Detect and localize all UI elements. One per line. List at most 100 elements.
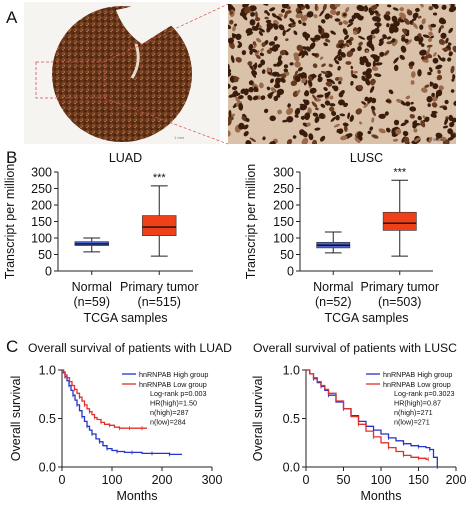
nucleus-mark [232, 25, 236, 32]
nucleus-mark [264, 16, 269, 20]
y-tick-label: 0 [45, 265, 52, 279]
y-tick-label: 250 [31, 182, 52, 196]
nucleus-mark [363, 103, 369, 109]
nucleus-mark [330, 30, 336, 35]
nucleus-mark [363, 56, 367, 60]
nucleus-mark [369, 86, 375, 93]
nucleus-mark [273, 63, 278, 67]
nucleus-mark [329, 106, 335, 112]
nucleus-mark [345, 7, 350, 13]
nucleus-mark [266, 22, 274, 30]
nucleus-mark [386, 36, 392, 40]
y-tick-label: 300 [273, 166, 294, 180]
nucleus-mark [400, 122, 407, 127]
nucleus-mark [338, 39, 345, 44]
nucleus-mark [300, 115, 306, 120]
nucleus-mark [431, 102, 438, 108]
survival-chart-lusc: Overall survival of patients with LUSC 0.… [251, 341, 466, 503]
nucleus-mark [432, 57, 439, 64]
nucleus-mark [383, 14, 391, 21]
nucleus-mark [364, 96, 369, 101]
nucleus-mark [249, 19, 256, 26]
nucleus-mark [371, 109, 376, 117]
nucleus-mark [437, 54, 443, 62]
nucleus-mark [421, 56, 425, 60]
nucleus-mark [436, 74, 443, 81]
nucleus-mark [367, 130, 372, 135]
nucleus-mark [256, 54, 261, 60]
nucleus-mark [295, 7, 300, 13]
y-axis-title: Transcript per million [244, 164, 258, 280]
nucleus-mark [396, 98, 402, 103]
nucleus-mark [346, 50, 354, 58]
stat-label: n(low)=284 [150, 418, 186, 427]
nucleus-mark [252, 41, 257, 46]
nucleus-mark [290, 80, 298, 87]
nucleus-mark [343, 34, 350, 40]
nucleus-mark [230, 55, 235, 64]
nucleus-mark [304, 4, 310, 10]
nucleus-mark [392, 138, 399, 142]
nucleus-mark [238, 103, 244, 111]
y-tick-label: 50 [38, 248, 52, 262]
nucleus-mark [275, 15, 283, 21]
nucleus-mark [351, 74, 358, 79]
nucleus-mark [246, 31, 254, 36]
nucleus-mark [366, 35, 372, 41]
nucleus-mark [325, 81, 333, 87]
nucleus-mark [450, 4, 455, 9]
nucleus-mark [427, 71, 432, 76]
y-tick-label: 1.0 [39, 364, 56, 378]
chart-title: Overall survival of patients with LUAD [28, 341, 232, 355]
nucleus-mark [286, 107, 294, 115]
nucleus-mark [424, 116, 430, 122]
y-axis-title: Overall survival [251, 376, 265, 461]
nucleus-mark [323, 42, 328, 47]
nucleus-mark [408, 61, 415, 68]
x-axis-title: Months [361, 489, 402, 503]
nucleus-mark [252, 64, 256, 68]
nucleus-mark [229, 19, 234, 25]
nucleus-mark [282, 119, 288, 123]
nucleus-mark [228, 68, 232, 74]
nucleus-mark [387, 4, 392, 8]
nucleus-mark [276, 93, 281, 98]
nucleus-mark [393, 119, 400, 126]
nucleus-mark [333, 123, 340, 128]
nucleus-mark [323, 32, 330, 39]
nucleus-mark [374, 62, 383, 66]
nucleus-mark [318, 112, 325, 119]
nucleus-mark [433, 52, 437, 57]
nucleus-mark [450, 89, 455, 93]
nucleus-mark [314, 4, 318, 11]
nucleus-mark [280, 77, 286, 83]
y-axis-title: Transcript per million [3, 164, 17, 280]
survival-curve-high [62, 369, 182, 456]
nucleus-mark [257, 63, 263, 68]
nucleus-mark [374, 73, 382, 77]
nucleus-mark [365, 49, 369, 53]
nucleus-mark [412, 120, 418, 125]
nucleus-mark [251, 48, 258, 53]
nucleus-mark [370, 105, 376, 111]
nucleus-mark [235, 33, 242, 40]
nucleus-mark [273, 23, 279, 30]
nucleus-mark [273, 95, 279, 102]
chart-title: Overall survival of patients with LUSC [253, 341, 457, 355]
nucleus-mark [406, 29, 410, 34]
stat-label: n(low)=271 [394, 418, 430, 427]
legend-label: hnRNPAB Low group [383, 380, 451, 389]
nucleus-mark [312, 94, 317, 101]
nucleus-mark [369, 126, 374, 131]
nucleus-mark [249, 49, 253, 55]
y-tick-label: 0.0 [283, 461, 300, 475]
nucleus-mark [295, 13, 304, 19]
nucleus-mark [243, 131, 249, 137]
stat-label: n(high)=287 [150, 408, 189, 417]
nucleus-mark [388, 25, 397, 32]
nucleus-mark [453, 100, 456, 106]
nucleus-mark [309, 87, 317, 94]
y-tick-label: 300 [31, 166, 52, 180]
nucleus-mark [318, 27, 323, 34]
